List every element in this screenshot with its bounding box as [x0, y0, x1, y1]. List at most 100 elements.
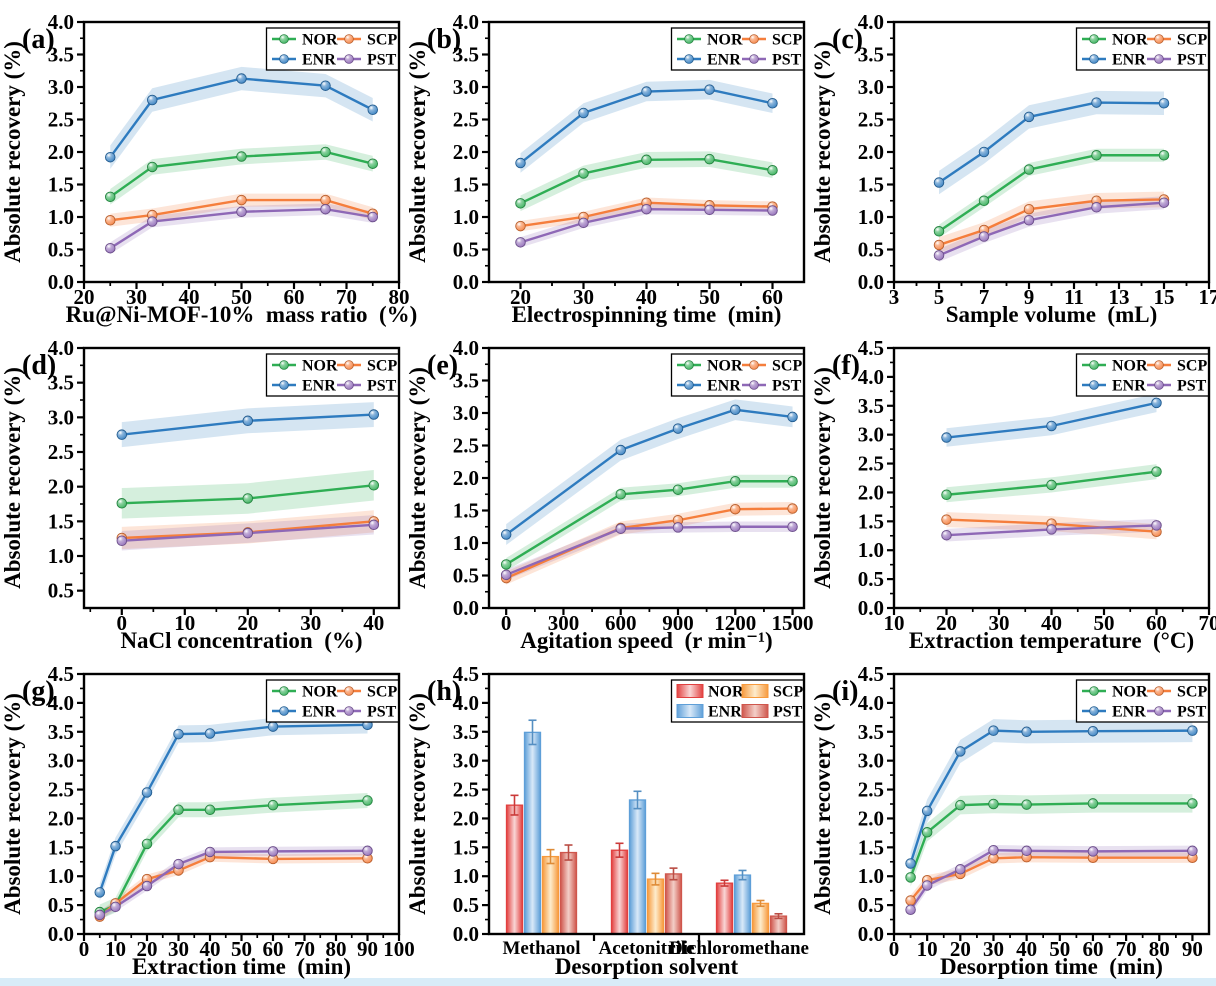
line-ENR	[109, 77, 374, 158]
chart-root: 0.0 0.5 1.0 1.5 2.0 2.5 3.0 3.5 4.0 20 30 40 50 60 70 8…	[0, 10, 417, 328]
axes: 0.0 0.5 1.0 1.5 2.0 2.5 3.0 3.5 4.0 4.5 0 10 20 30 40 5…	[810, 662, 1211, 979]
svg-text:10: 10	[917, 937, 938, 961]
panel-label: (e)	[427, 350, 458, 381]
svg-text:60: 60	[1082, 937, 1103, 961]
svg-text:4.0: 4.0	[48, 336, 74, 360]
chart-a-canvas: 0.0 0.5 1.0 1.5 2.0 2.5 3.0 3.5 4.0 20 30 40 50 60 70 8…	[0, 10, 417, 328]
svg-text:4.0: 4.0	[858, 10, 884, 34]
axes: 0.0 0.5 1.0 1.5 2.0 2.5 3.0 3.5 4.0 4.5 0 10 20 30 40 5…	[0, 662, 415, 979]
svg-text:60: 60	[263, 937, 284, 961]
svg-text:80: 80	[389, 285, 410, 309]
axes: 0.0 0.5 1.0 1.5 2.0 2.5 3.0 3.5 4.0 4.5 10 20 30 40 50…	[810, 336, 1216, 653]
svg-text:0.0: 0.0	[858, 596, 884, 620]
band-NOR	[520, 151, 773, 212]
svg-text:2.0: 2.0	[858, 806, 884, 830]
panel-g: 0.0 0.5 1.0 1.5 2.0 2.5 3.0 3.5 4.0 4.5 0 10 20 30 40 5…	[0, 652, 415, 979]
svg-text:3.5: 3.5	[453, 720, 479, 744]
x-axis-title: Ru@Ni-MOF-10% mass ratio (%)	[66, 302, 418, 328]
chart-f-canvas: 0.0 0.5 1.0 1.5 2.0 2.5 3.0 3.5 4.0 4.5 10 20 30 40 50…	[810, 336, 1216, 653]
legend: NOR SCP ENR PST	[265, 353, 400, 397]
svg-text:ENR: ENR	[1112, 52, 1146, 69]
axes: 0.0 0.5 1.0 1.5 2.0 2.5 3.0 3.5 4.0 20 30 40 50 60 70 8…	[0, 10, 417, 328]
bar-SCP	[541, 855, 560, 935]
svg-text:0.0: 0.0	[453, 270, 479, 294]
svg-text:15: 15	[1154, 285, 1175, 309]
bar-SCP	[646, 878, 665, 935]
svg-text:Methanol: Methanol	[502, 938, 580, 959]
chart-b-canvas: 0.0 0.5 1.0 1.5 2.0 2.5 3.0 3.5 4.0 20 30 40 50 60Ele…	[405, 10, 806, 327]
svg-text:NOR: NOR	[302, 684, 338, 701]
svg-text:40: 40	[1041, 611, 1062, 635]
svg-text:4.5: 4.5	[858, 336, 884, 360]
panel-b: 0.0 0.5 1.0 1.5 2.0 2.5 3.0 3.5 4.0 20 30 40 50 60 Ele…	[405, 0, 810, 327]
svg-text:50: 50	[231, 937, 252, 961]
y-axis-title: Absolute recovery (%)	[0, 693, 25, 915]
svg-text:3.5: 3.5	[858, 43, 884, 67]
svg-text:2.5: 2.5	[858, 452, 884, 476]
svg-text:70: 70	[1199, 611, 1216, 635]
svg-text:900: 900	[662, 611, 694, 635]
svg-text:0.5: 0.5	[858, 893, 884, 917]
svg-text:NOR: NOR	[707, 32, 743, 49]
svg-text:PST: PST	[367, 52, 397, 69]
chart-root: 0.0 0.5 1.0 1.5 2.0 2.5 3.0 3.5 4.0 4.5 0 10 20 30 40 5…	[0, 662, 415, 979]
svg-text:ENR: ENR	[302, 52, 336, 69]
chart-root: 0.0 0.5 1.0 1.5 2.0 2.5 3.0 3.5 4.0 4.5 0 10 20 30 40 5…	[810, 662, 1211, 979]
svg-text:60: 60	[1146, 611, 1167, 635]
svg-text:SCP: SCP	[1177, 684, 1207, 701]
svg-text:ENR: ENR	[707, 52, 741, 69]
svg-text:0.5: 0.5	[858, 567, 884, 591]
svg-text:2.0: 2.0	[453, 466, 479, 490]
chart-root: 0.0 0.5 1.0 1.5 2.0 2.5 3.0 3.5 4.0 0 300 600 900 120…	[405, 336, 814, 653]
band-NOR	[99, 793, 368, 920]
svg-text:3.0: 3.0	[48, 405, 74, 429]
svg-text:2.0: 2.0	[858, 140, 884, 164]
x-axis-title: Extraction temperature (°C)	[909, 628, 1194, 653]
svg-text:3: 3	[889, 285, 900, 309]
panel-h: 0.0 0.5 1.0 1.5 2.0 2.5 3.0 3.5 4.0 4.5 Methanol Ac…	[405, 652, 810, 979]
svg-text:70: 70	[336, 285, 357, 309]
svg-text:0.5: 0.5	[48, 238, 74, 262]
svg-text:NOR: NOR	[708, 684, 744, 701]
svg-text:1.5: 1.5	[858, 835, 884, 859]
svg-text:0.5: 0.5	[48, 893, 74, 917]
svg-text:0.5: 0.5	[453, 564, 479, 588]
svg-text:1.5: 1.5	[858, 173, 884, 197]
svg-text:3.5: 3.5	[453, 369, 479, 393]
svg-text:2.0: 2.0	[453, 140, 479, 164]
svg-text:4.0: 4.0	[453, 10, 479, 34]
bar-NOR	[610, 849, 629, 935]
svg-text:3.0: 3.0	[48, 749, 74, 773]
svg-text:3.0: 3.0	[858, 423, 884, 447]
chart-g-canvas: 0.0 0.5 1.0 1.5 2.0 2.5 3.0 3.5 4.0 4.5 0 10 20 30 40 5…	[0, 662, 415, 979]
svg-text:0.5: 0.5	[858, 238, 884, 262]
svg-text:SCP: SCP	[367, 32, 397, 49]
svg-text:4.0: 4.0	[858, 691, 884, 715]
svg-text:0: 0	[501, 611, 512, 635]
svg-text:4.0: 4.0	[858, 365, 884, 389]
panel-label: (f)	[832, 350, 860, 381]
line-ENR	[505, 408, 793, 536]
svg-text:3.0: 3.0	[453, 401, 479, 425]
y-axis-title: Absolute recovery (%)	[405, 41, 430, 263]
svg-text:4.0: 4.0	[453, 691, 479, 715]
svg-text:0.5: 0.5	[48, 579, 74, 603]
chart-root: 0.0 0.5 1.0 1.5 2.0 2.5 3.0 3.5 4.0 4.5 Methanol Ac…	[405, 662, 809, 979]
svg-text:100: 100	[383, 937, 415, 961]
svg-text:ENR: ENR	[302, 704, 336, 721]
band-ENR	[110, 66, 373, 169]
y-axis-title: Absolute recovery (%)	[0, 367, 25, 589]
x-axis-title: Extraction time (min)	[132, 954, 351, 979]
bar-PST	[664, 873, 683, 935]
svg-text:1.0: 1.0	[858, 538, 884, 562]
bar-SCP	[751, 902, 770, 935]
svg-text:SCP: SCP	[1177, 358, 1207, 375]
svg-text:3.5: 3.5	[48, 720, 74, 744]
svg-text:ENR: ENR	[1112, 378, 1146, 395]
axes: 0.0 0.5 1.0 1.5 2.0 2.5 3.0 3.5 4.0 4.5 Methanol Ac…	[405, 662, 809, 979]
bar-ENR	[523, 731, 542, 935]
svg-text:30: 30	[126, 285, 147, 309]
svg-text:20: 20	[936, 611, 957, 635]
svg-text:3.5: 3.5	[48, 43, 74, 67]
